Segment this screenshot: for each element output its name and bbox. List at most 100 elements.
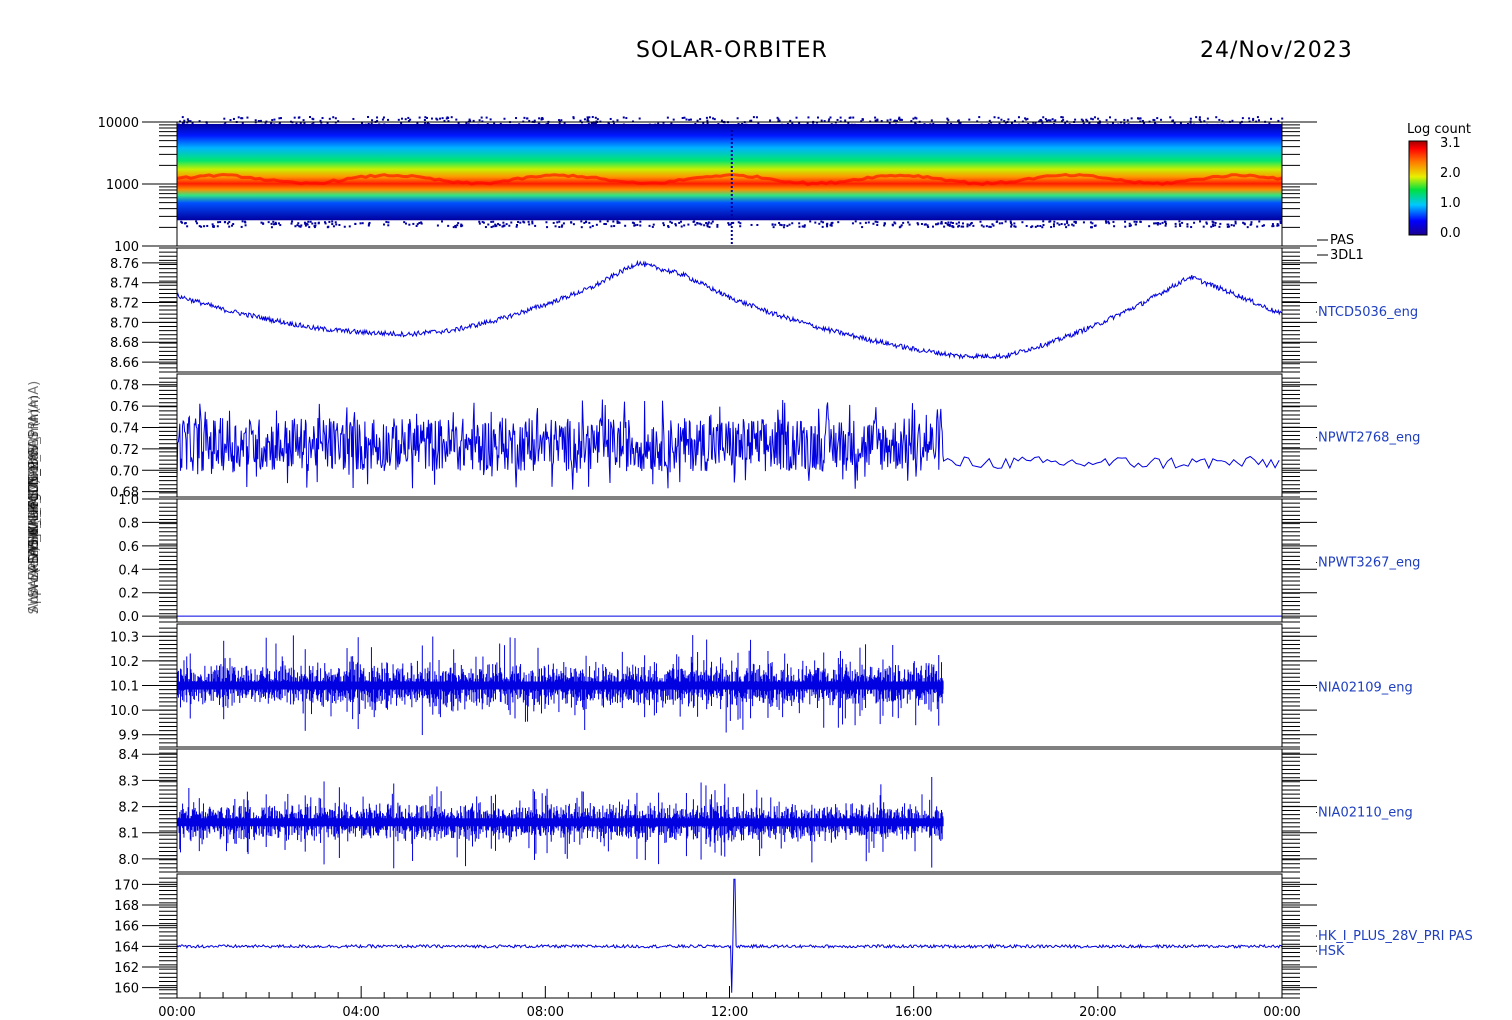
spectrogram-speckle bbox=[232, 117, 235, 120]
spectrogram-speckle bbox=[490, 220, 493, 223]
y-tick-label: 10000 bbox=[98, 116, 139, 131]
spectrogram-speckle bbox=[183, 119, 186, 122]
spectrogram-speckle bbox=[867, 221, 870, 224]
spectrogram-speckle bbox=[312, 118, 315, 121]
spectrogram-speckle bbox=[706, 224, 709, 227]
spectrogram-speckle bbox=[839, 116, 842, 119]
spectrogram-speckle bbox=[772, 226, 775, 229]
spectrogram-speckle bbox=[589, 226, 592, 229]
spectrogram-speckle bbox=[1179, 224, 1182, 227]
spectrogram-speckle bbox=[1024, 117, 1027, 120]
spectrogram-speckle bbox=[320, 121, 323, 124]
spectrogram-speckle bbox=[778, 119, 781, 122]
spectrogram-speckle bbox=[1123, 118, 1126, 121]
spectrogram-speckle bbox=[1093, 116, 1096, 119]
spectrogram-speckle bbox=[436, 118, 439, 121]
spectrogram-speckle bbox=[415, 224, 418, 227]
spectrogram-speckle bbox=[1025, 118, 1028, 121]
spectrogram-speckle bbox=[1155, 222, 1158, 225]
spectrogram-speckle bbox=[508, 224, 511, 227]
spectrogram-speckle bbox=[1021, 221, 1024, 224]
spectrogram-speckle bbox=[273, 123, 276, 126]
spectrogram-speckle bbox=[186, 225, 189, 228]
spectrogram-speckle bbox=[367, 115, 370, 118]
y-tick-label: 8.0 bbox=[118, 853, 139, 868]
spectrogram-speckle bbox=[1205, 222, 1208, 225]
colorbar-tick-2: 2.0 bbox=[1440, 166, 1461, 181]
spectrogram-speckle bbox=[558, 119, 561, 122]
spectrogram-speckle bbox=[465, 122, 468, 125]
spectrogram-speckle bbox=[244, 224, 247, 227]
spectrogram-speckle bbox=[591, 225, 594, 228]
spectrogram-speckle bbox=[900, 224, 903, 227]
spectrogram-speckle bbox=[853, 123, 856, 126]
spectrogram-speckle bbox=[1014, 225, 1017, 228]
spectrogram-speckle bbox=[958, 221, 961, 224]
spectrogram-speckle bbox=[1030, 226, 1033, 229]
spectrogram-speckle bbox=[328, 220, 331, 223]
spectrogram-speckle bbox=[457, 222, 460, 225]
spectrogram-speckle bbox=[705, 222, 708, 225]
spectrogram-speckle bbox=[980, 123, 983, 126]
spectrogram-speckle bbox=[1081, 119, 1084, 122]
spectrogram-speckle bbox=[674, 224, 677, 227]
spectrogram-speckle bbox=[604, 223, 607, 226]
spectrogram-speckle bbox=[260, 221, 263, 224]
spectrogram-speckle bbox=[951, 221, 954, 224]
spectrogram-speckle bbox=[755, 116, 758, 119]
spectrogram-speckle bbox=[1142, 122, 1145, 125]
spectrogram-speckle bbox=[829, 224, 832, 227]
spectrogram-speckle bbox=[531, 220, 534, 223]
spectrogram-speckle bbox=[1108, 222, 1111, 225]
spectrogram-speckle bbox=[546, 226, 549, 229]
spectrogram-speckle bbox=[278, 123, 281, 126]
spectrogram-speckle bbox=[580, 226, 583, 229]
spectrogram-speckle bbox=[494, 223, 497, 226]
spectrogram-speckle bbox=[825, 223, 828, 226]
spectrogram-speckle bbox=[522, 220, 525, 223]
spectrogram-speckle bbox=[376, 116, 379, 119]
spectrogram-speckle bbox=[920, 222, 923, 225]
spectrogram-speckle bbox=[481, 120, 484, 123]
spectrogram-speckle bbox=[538, 117, 541, 120]
spectrogram-speckle bbox=[926, 224, 929, 227]
spectrogram-speckle bbox=[914, 123, 917, 126]
spectrogram-speckle bbox=[295, 122, 298, 125]
spectrogram-speckle bbox=[1218, 225, 1221, 228]
spectrogram-speckle bbox=[699, 118, 702, 121]
spectrogram-speckle bbox=[1010, 225, 1013, 228]
spectrogram-speckle bbox=[1066, 221, 1069, 224]
y-tick-label: 10.1 bbox=[110, 680, 139, 695]
spectrogram-speckle bbox=[387, 118, 390, 121]
spectrogram-speckle bbox=[588, 221, 591, 224]
spectrogram-speckle bbox=[680, 225, 683, 228]
spectrogram-speckle bbox=[625, 117, 628, 120]
spectrogram-speckle bbox=[1050, 226, 1053, 229]
spectrogram-speckle bbox=[1098, 122, 1101, 125]
panel-frame bbox=[176, 498, 1283, 623]
spectrogram-speckle bbox=[297, 222, 300, 225]
spectrogram-speckle bbox=[497, 222, 500, 225]
spectrogram-speckle bbox=[952, 226, 955, 229]
spectrogram-speckle bbox=[1042, 220, 1045, 223]
y-tick-label: 0.70 bbox=[110, 464, 139, 479]
spectrogram-speckle bbox=[400, 122, 403, 125]
spectrogram-speckle bbox=[812, 121, 815, 124]
y-tick-label: 8.76 bbox=[110, 257, 139, 272]
colorbar-tick-0: 0.0 bbox=[1440, 226, 1461, 241]
spectrogram-speckle bbox=[337, 120, 340, 123]
spectrogram-speckle bbox=[308, 116, 311, 119]
spectrogram-speckle bbox=[309, 220, 312, 223]
y-tick-label: 0.78 bbox=[110, 379, 139, 394]
spectrogram-speckle bbox=[1246, 226, 1249, 229]
spectrogram-speckle bbox=[228, 225, 231, 228]
spectrogram-speckle bbox=[211, 223, 214, 226]
spectrogram-speckle bbox=[940, 220, 943, 223]
spectrogram-speckle bbox=[303, 122, 306, 125]
spectrogram-speckle bbox=[854, 220, 857, 223]
spectrogram-speckle bbox=[321, 117, 324, 120]
spectrogram-speckle bbox=[988, 119, 991, 122]
spectrogram-speckle bbox=[416, 122, 419, 125]
spectrogram-speckle bbox=[713, 118, 716, 121]
spectrogram-speckle bbox=[426, 121, 429, 124]
